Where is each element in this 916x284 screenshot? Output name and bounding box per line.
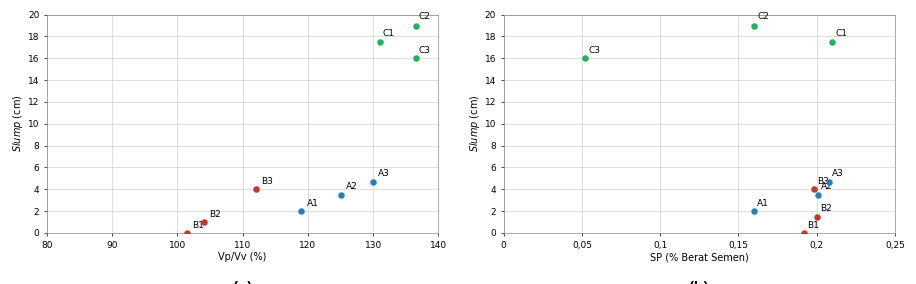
Text: A1: A1 — [758, 199, 769, 208]
Point — [333, 193, 348, 197]
Text: B2: B2 — [820, 204, 832, 213]
Text: A2: A2 — [822, 182, 834, 191]
Point — [825, 40, 840, 44]
Text: A2: A2 — [345, 182, 357, 191]
Y-axis label: $\it{Slump}$ (cm): $\it{Slump}$ (cm) — [11, 95, 25, 153]
Text: C3: C3 — [419, 46, 431, 55]
Point — [747, 209, 761, 213]
Point — [372, 40, 387, 44]
Point — [578, 56, 593, 60]
Text: C1: C1 — [383, 28, 395, 37]
Point — [747, 23, 761, 28]
Text: B1: B1 — [807, 221, 819, 229]
Text: B3: B3 — [261, 177, 273, 186]
Text: A3: A3 — [833, 169, 845, 178]
X-axis label: SP (% Berat Semen): SP (% Berat Semen) — [650, 252, 748, 262]
Point — [365, 179, 380, 184]
Point — [409, 56, 423, 60]
Point — [409, 23, 423, 28]
Text: C2: C2 — [419, 12, 431, 21]
Point — [180, 231, 194, 235]
Text: (b): (b) — [689, 281, 710, 284]
Text: B3: B3 — [817, 177, 829, 186]
Point — [811, 193, 825, 197]
X-axis label: Vp/Vv (%): Vp/Vv (%) — [219, 252, 267, 262]
Text: A1: A1 — [307, 199, 319, 208]
Point — [806, 187, 821, 191]
Text: (a): (a) — [233, 281, 253, 284]
Text: C3: C3 — [588, 46, 600, 55]
Text: A3: A3 — [378, 169, 390, 178]
Point — [810, 214, 824, 219]
Y-axis label: $\it{Slump}$ (cm): $\it{Slump}$ (cm) — [468, 95, 482, 153]
Text: B2: B2 — [209, 210, 221, 219]
Point — [196, 220, 211, 224]
Text: C1: C1 — [835, 28, 847, 37]
Point — [248, 187, 263, 191]
Point — [294, 209, 309, 213]
Text: B1: B1 — [192, 221, 204, 229]
Point — [797, 231, 812, 235]
Text: C2: C2 — [758, 12, 769, 21]
Point — [822, 179, 836, 184]
